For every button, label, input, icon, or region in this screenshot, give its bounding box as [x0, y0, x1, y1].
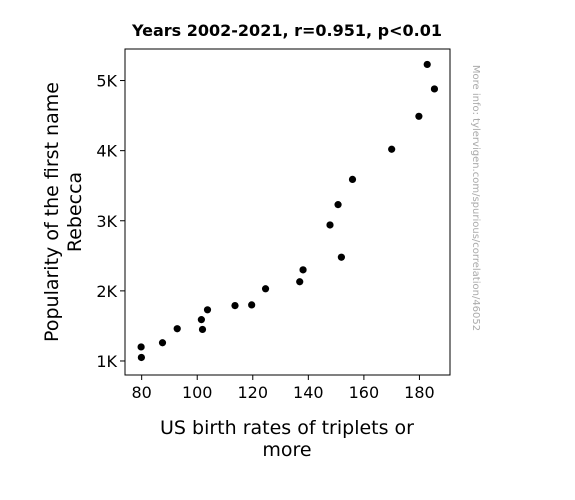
data-point — [198, 325, 207, 334]
data-point — [388, 145, 396, 153]
plot-area: 80 100 120 140 160 180 1K 2K 3K 4K 5K — [96, 48, 451, 402]
y-tick-label: 3K — [96, 212, 117, 231]
data-point — [137, 343, 145, 351]
data-point — [158, 339, 167, 347]
y-axis-label-line-1: Popularity of the first name — [41, 82, 63, 342]
data-point — [299, 266, 307, 274]
data-point — [197, 316, 205, 324]
data-point — [337, 253, 345, 261]
x-tick-label: 120 — [238, 383, 269, 402]
data-point — [326, 221, 334, 229]
x-tick-label: 140 — [293, 383, 324, 402]
x-tick-label: 100 — [182, 383, 213, 402]
x-axis-label-line-1: US birth rates of triplets or — [160, 417, 414, 439]
chart-title: Years 2002-2021, r=0.951, p<0.01 — [131, 21, 442, 40]
watermark-text: More info: tylervigen.com/spurious/corre… — [470, 65, 481, 331]
x-tick-label: 160 — [349, 383, 380, 402]
watermark: More info: tylervigen.com/spurious/corre… — [470, 65, 481, 331]
x-tick-label: 80 — [131, 383, 151, 402]
y-tick-label: 5K — [96, 72, 117, 91]
y-axis-label: Popularity of the first name Rebecca — [41, 82, 86, 342]
y-axis-label-line-2: Rebecca — [64, 172, 86, 252]
data-point — [248, 301, 256, 309]
data-point — [137, 353, 145, 362]
y-tick-label: 1K — [96, 352, 117, 371]
data-point — [261, 285, 270, 293]
x-axis-label-line-2: more — [262, 439, 311, 461]
plot-frame — [124, 48, 451, 376]
data-point — [348, 175, 357, 183]
data-point — [173, 325, 181, 333]
data-point — [423, 60, 431, 69]
x-tick-label: 180 — [404, 383, 435, 402]
data-point — [203, 306, 212, 314]
data-point — [334, 201, 342, 209]
data-point — [430, 85, 439, 93]
y-tick-label: 4K — [96, 142, 117, 161]
data-point — [231, 301, 239, 310]
y-tick-label: 2K — [96, 282, 117, 301]
data-point — [415, 112, 423, 120]
data-point — [296, 278, 304, 286]
